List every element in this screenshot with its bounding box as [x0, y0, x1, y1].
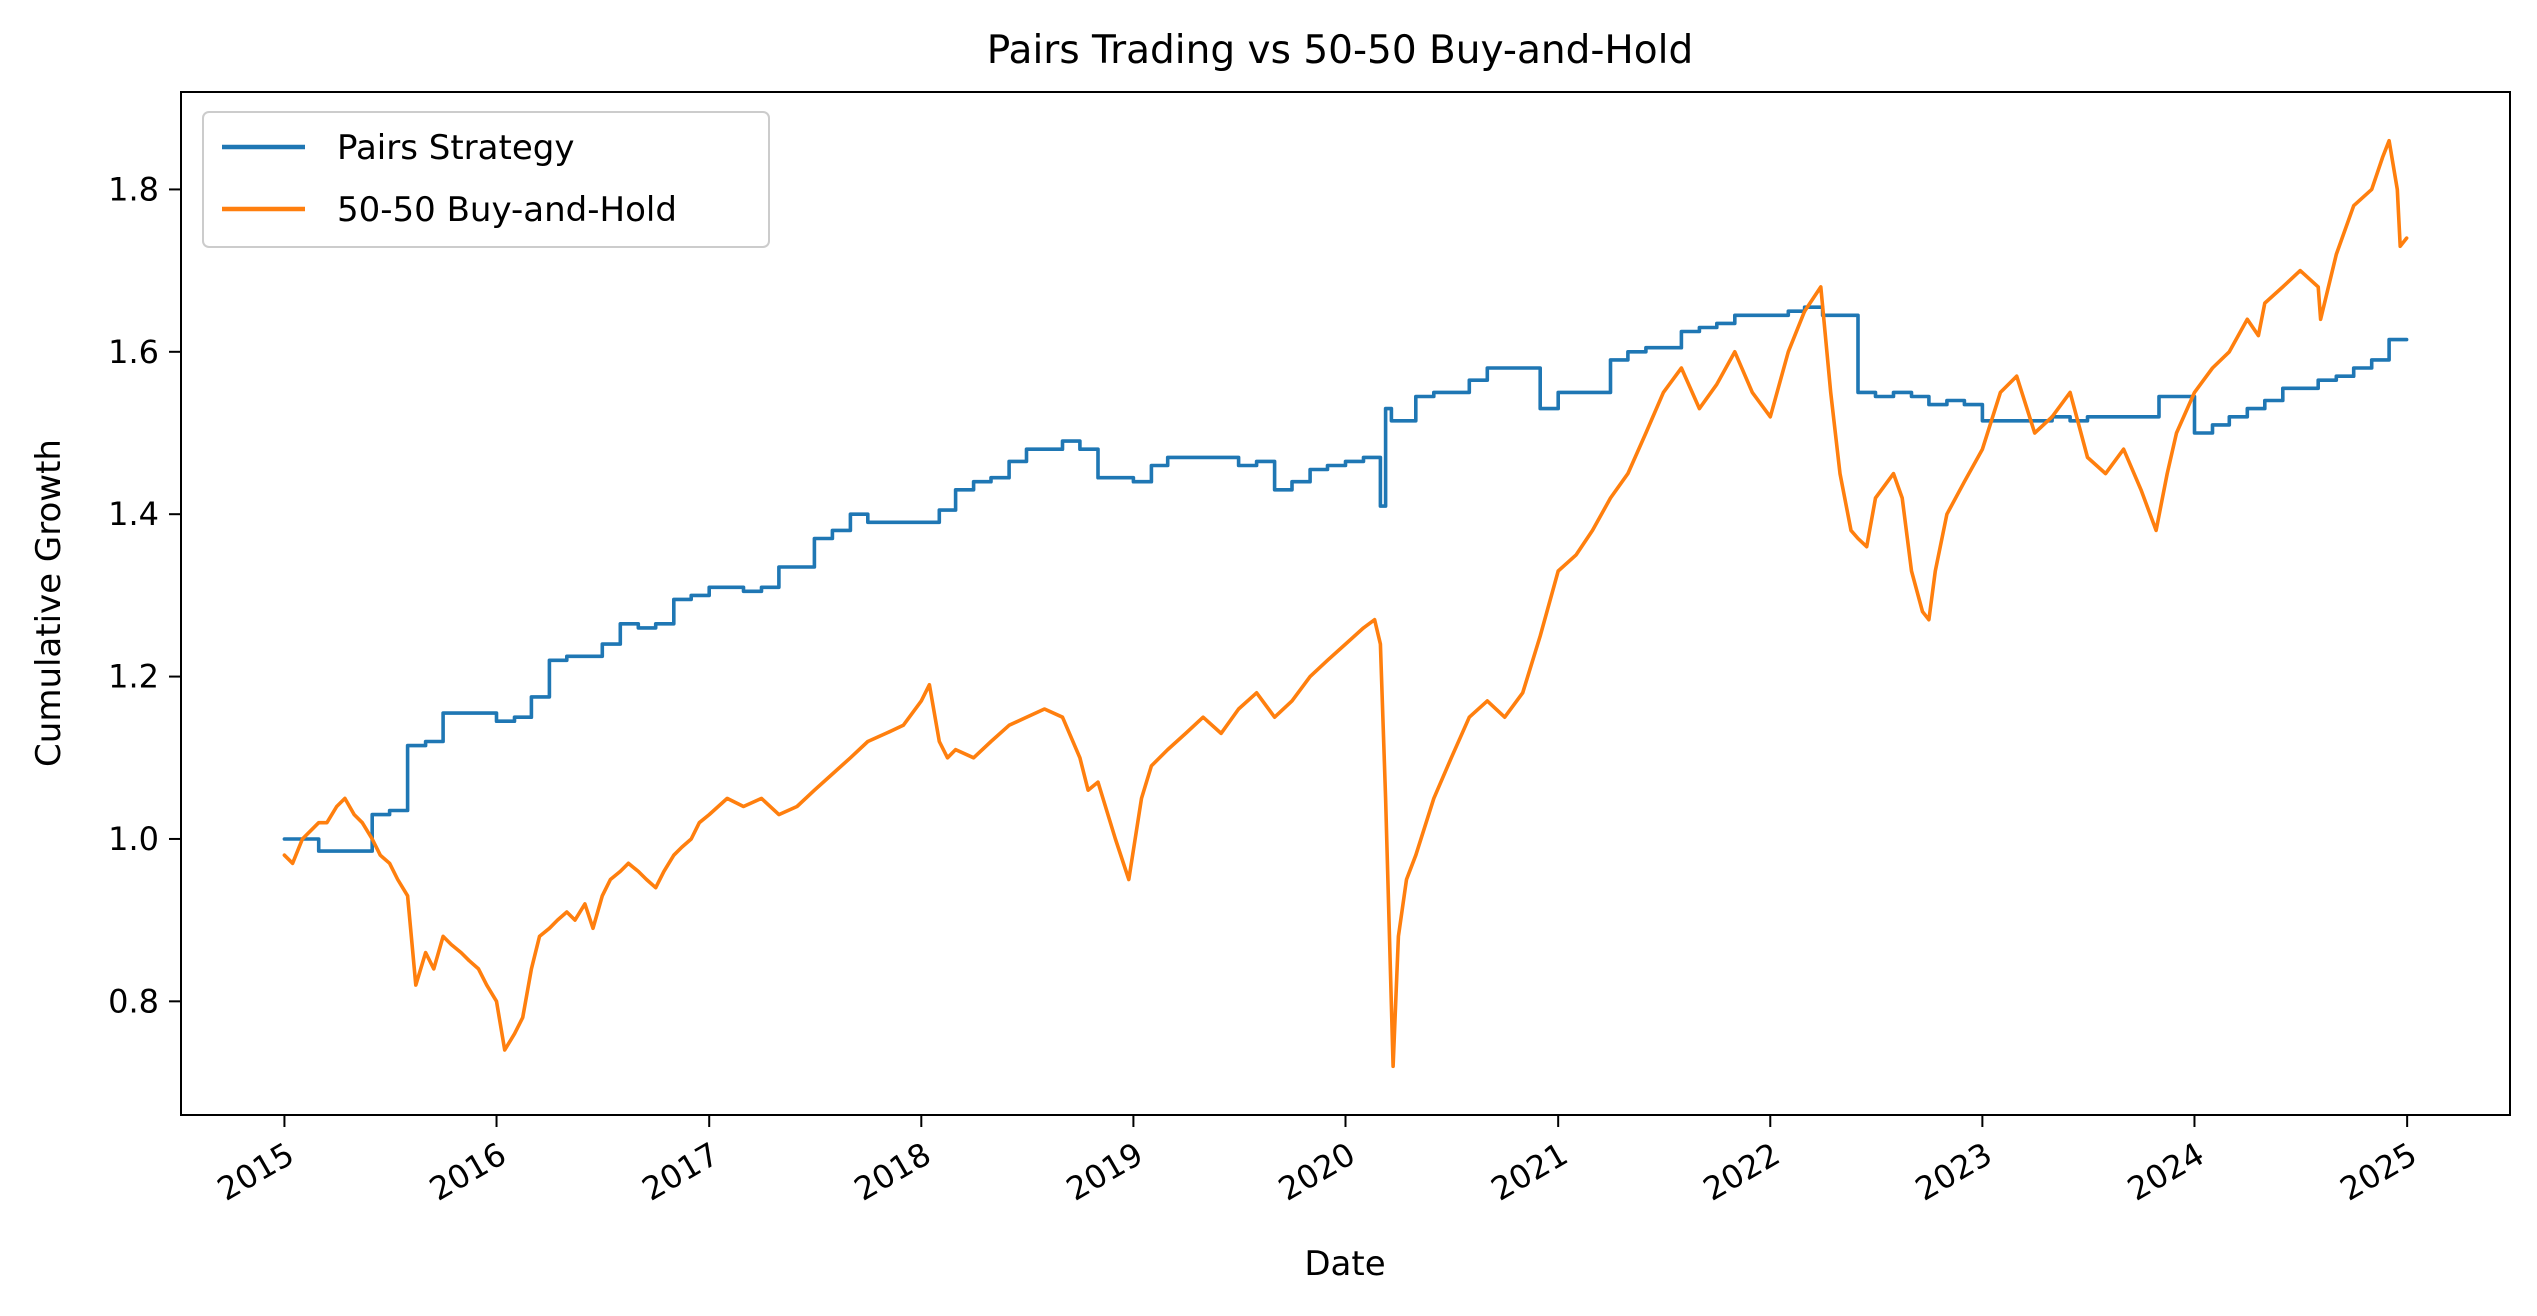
x-axis-label: Date	[1304, 1244, 1385, 1284]
legend: Pairs Strategy 50-50 Buy-and-Hold	[202, 111, 770, 248]
y-axis-label: Cumulative Growth	[29, 439, 69, 767]
legend-label-50-50-buy-and-hold: 50-50 Buy-and-Hold	[337, 190, 677, 230]
legend-label-pairs-strategy: Pairs Strategy	[337, 128, 574, 168]
y-tick-label: 1.6	[108, 333, 159, 371]
y-tick-label: 0.8	[108, 982, 159, 1020]
y-tick-label: 1.8	[108, 170, 159, 208]
y-tick-label: 1.4	[108, 495, 159, 533]
legend-box	[202, 111, 770, 248]
y-axis: 0.8 1.0 1.2 1.4 1.6 1.8	[108, 170, 181, 1020]
series-line-pairs-strategy	[282, 305, 2409, 853]
y-tick-label: 1.0	[108, 820, 159, 858]
series-line-50-50-buy-and-hold	[282, 138, 2409, 1069]
series-layer	[282, 138, 2409, 1069]
chart-title: Pairs Trading vs 50-50 Buy-and-Hold	[987, 28, 1693, 73]
y-tick-label: 1.2	[108, 658, 159, 696]
